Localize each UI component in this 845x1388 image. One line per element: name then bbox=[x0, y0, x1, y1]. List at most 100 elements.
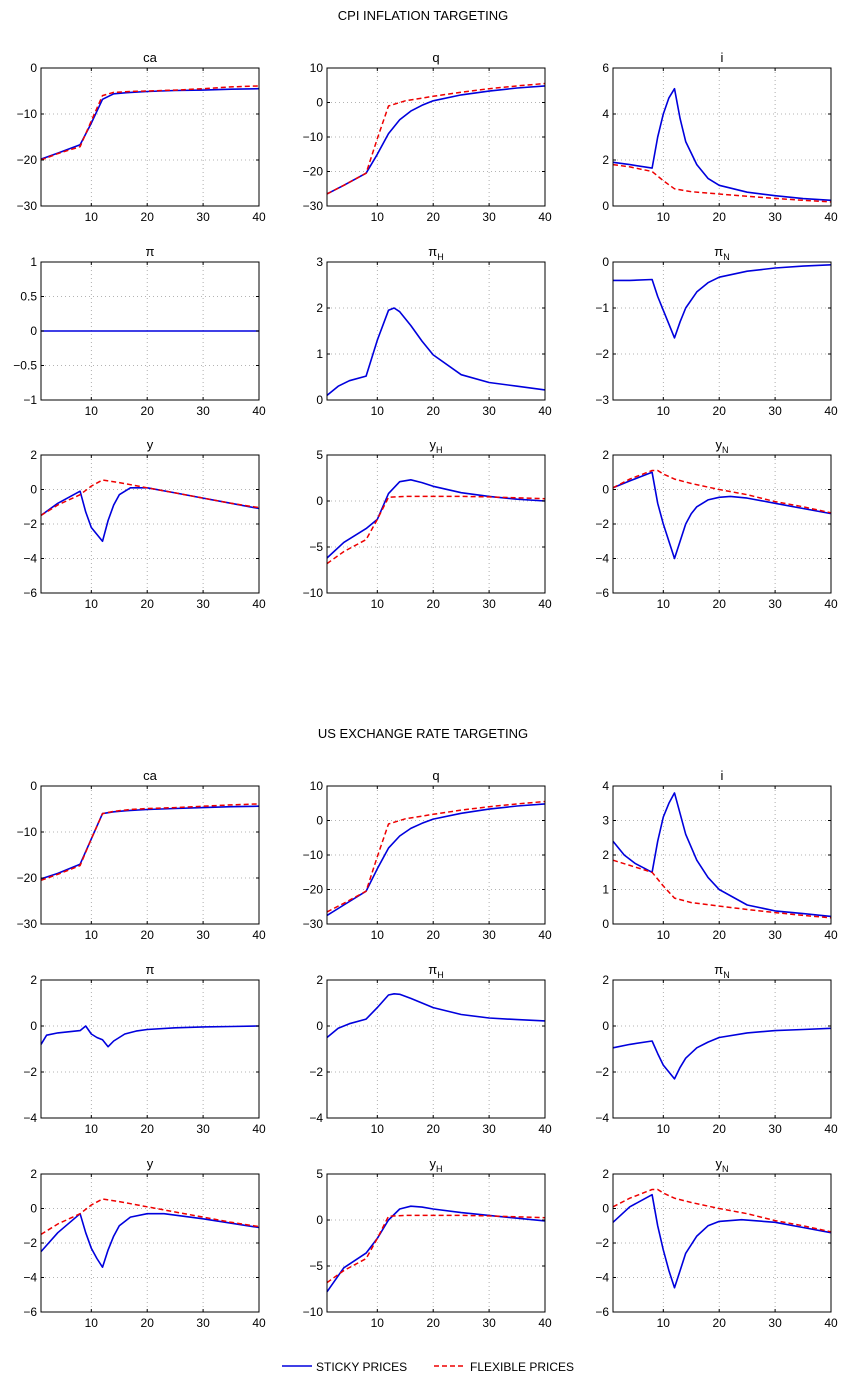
panel-title: i bbox=[721, 768, 724, 783]
y-tick-label: −2 bbox=[309, 1065, 323, 1079]
panel-title: y bbox=[147, 437, 154, 452]
y-tick-label: 0 bbox=[316, 1213, 323, 1227]
sticky-prices-line bbox=[612, 471, 832, 560]
panel-title-main: y bbox=[147, 1156, 154, 1171]
subplot: 10 20 30 40 −6 −4 −2 0 2 yN bbox=[595, 437, 838, 611]
y-tick-label: 0.5 bbox=[20, 290, 37, 304]
flexible-prices-line bbox=[326, 495, 546, 565]
x-tick-label: 40 bbox=[538, 597, 552, 611]
y-tick-label: −20 bbox=[303, 165, 324, 179]
x-tick-label: 40 bbox=[538, 928, 552, 942]
x-tick-label: 40 bbox=[538, 210, 552, 224]
y-tick-label: −20 bbox=[17, 871, 38, 885]
x-tick-label: 20 bbox=[141, 597, 155, 611]
y-tick-label: −2 bbox=[23, 1236, 37, 1250]
panel-title-subscript: H bbox=[437, 252, 444, 262]
x-tick-label: 10 bbox=[371, 1122, 385, 1136]
y-tick-label: −6 bbox=[595, 1305, 609, 1319]
y-tick-label: 3 bbox=[602, 814, 609, 828]
y-tick-label: −2 bbox=[595, 347, 609, 361]
subplot: 10 20 30 40 −10 −5 0 5 yH bbox=[303, 437, 552, 611]
x-tick-label: 20 bbox=[713, 404, 727, 418]
subplot: 10 20 30 40 0 2 4 6 i bbox=[602, 50, 838, 224]
x-tick-label: 20 bbox=[713, 210, 727, 224]
plot-frame bbox=[326, 454, 546, 594]
flexible-prices-line bbox=[326, 82, 546, 195]
x-tick-label: 20 bbox=[427, 1316, 441, 1330]
x-tick-label: 20 bbox=[141, 1122, 155, 1136]
sticky-prices-line bbox=[612, 1193, 832, 1289]
y-tick-label: −4 bbox=[23, 552, 37, 566]
plot-frame bbox=[326, 261, 546, 401]
legend-sticky-label: STICKY PRICES bbox=[316, 1360, 407, 1374]
panel-title-main: y bbox=[716, 1156, 723, 1171]
panel-title: πN bbox=[714, 962, 729, 980]
y-tick-label: 5 bbox=[316, 1167, 323, 1181]
x-tick-label: 10 bbox=[657, 1122, 671, 1136]
subplot: 10 20 30 40 −1 −0.5 0 0.5 1 π bbox=[13, 244, 266, 418]
y-tick-label: 0 bbox=[316, 494, 323, 508]
x-tick-label: 40 bbox=[538, 1122, 552, 1136]
panel-title-main: q bbox=[432, 768, 439, 783]
y-tick-label: 2 bbox=[602, 1167, 609, 1181]
y-tick-label: 2 bbox=[30, 1167, 37, 1181]
panel-title-main: y bbox=[430, 437, 437, 452]
panel-title-main: π bbox=[428, 244, 437, 259]
y-tick-label: 10 bbox=[310, 61, 324, 75]
x-tick-label: 30 bbox=[482, 1122, 496, 1136]
y-tick-label: −6 bbox=[23, 586, 37, 600]
y-tick-label: −10 bbox=[17, 825, 38, 839]
x-tick-label: 40 bbox=[538, 1316, 552, 1330]
section-title: US EXCHANGE RATE TARGETING bbox=[318, 726, 528, 741]
flexible-prices-line bbox=[612, 859, 832, 919]
section-title: CPI INFLATION TARGETING bbox=[338, 8, 508, 23]
x-tick-label: 10 bbox=[85, 404, 99, 418]
x-tick-label: 20 bbox=[141, 928, 155, 942]
sticky-prices-line bbox=[40, 486, 260, 543]
y-tick-label: 10 bbox=[310, 779, 324, 793]
x-tick-label: 30 bbox=[482, 1316, 496, 1330]
flexible-prices-line bbox=[612, 163, 832, 203]
y-tick-label: −20 bbox=[17, 153, 38, 167]
panel-title: ca bbox=[143, 50, 158, 65]
panel-title-main: i bbox=[721, 768, 724, 783]
x-tick-label: 40 bbox=[824, 928, 838, 942]
y-tick-label: −2 bbox=[595, 517, 609, 531]
y-tick-label: 2 bbox=[316, 301, 323, 315]
y-tick-label: −4 bbox=[23, 1111, 37, 1125]
panel-title-main: π bbox=[146, 244, 155, 259]
y-tick-label: 1 bbox=[602, 883, 609, 897]
panel-title: πH bbox=[428, 244, 443, 262]
x-tick-label: 20 bbox=[713, 1122, 727, 1136]
x-tick-label: 20 bbox=[713, 928, 727, 942]
plot-frame bbox=[326, 1173, 546, 1313]
x-tick-label: 30 bbox=[196, 597, 210, 611]
x-tick-label: 30 bbox=[196, 404, 210, 418]
y-tick-label: −4 bbox=[23, 1271, 37, 1285]
x-tick-label: 20 bbox=[713, 597, 727, 611]
y-tick-label: −0.5 bbox=[13, 359, 37, 373]
x-tick-label: 10 bbox=[85, 597, 99, 611]
x-tick-label: 40 bbox=[824, 404, 838, 418]
x-tick-label: 20 bbox=[427, 597, 441, 611]
y-tick-label: −10 bbox=[17, 107, 38, 121]
panel-title: yN bbox=[716, 437, 729, 455]
flexible-prices-line bbox=[40, 803, 260, 882]
panel-title-main: y bbox=[430, 1156, 437, 1171]
subplot: 10 20 30 40 −3 −2 −1 0 πN bbox=[595, 244, 838, 418]
y-tick-label: −4 bbox=[595, 1271, 609, 1285]
y-tick-label: 2 bbox=[30, 448, 37, 462]
y-tick-label: −30 bbox=[303, 917, 324, 931]
x-tick-label: 30 bbox=[482, 928, 496, 942]
y-tick-label: 0 bbox=[602, 1019, 609, 1033]
y-tick-label: −5 bbox=[309, 1259, 323, 1273]
subplot: 10 20 30 40 −30 −20 −10 0 ca bbox=[17, 50, 266, 224]
x-tick-label: 10 bbox=[371, 1316, 385, 1330]
x-tick-label: 40 bbox=[252, 210, 266, 224]
x-tick-label: 10 bbox=[85, 1316, 99, 1330]
plot-frame bbox=[326, 979, 546, 1119]
x-tick-label: 10 bbox=[371, 404, 385, 418]
x-tick-label: 30 bbox=[768, 1316, 782, 1330]
sticky-prices-line bbox=[613, 264, 832, 339]
